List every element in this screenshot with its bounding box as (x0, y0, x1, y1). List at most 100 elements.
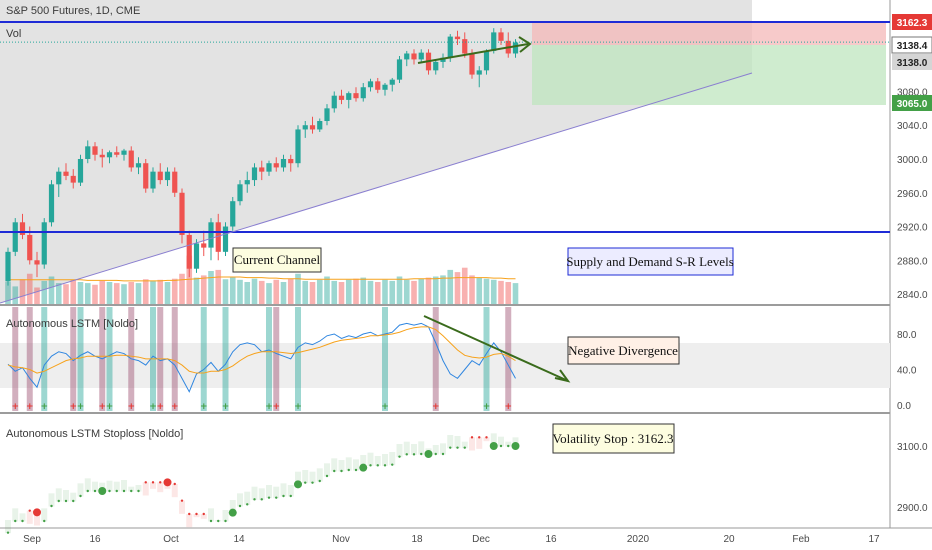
oscillator-signal-mark: + (381, 402, 389, 412)
stoploss-point (115, 489, 118, 493)
stoploss-point (130, 489, 133, 493)
oscillator-signal-bar (12, 307, 19, 411)
oscillator-signal-bar (222, 307, 229, 411)
stoploss-point (246, 503, 249, 506)
oscillator-signal-bar (41, 307, 48, 411)
volume-bar (447, 269, 454, 304)
volume-bar (48, 276, 55, 304)
candle-body (143, 163, 149, 189)
volume-bar (483, 278, 490, 304)
oscillator-signal-mark: + (483, 402, 491, 412)
stoploss-point (195, 512, 198, 516)
oscillator-signal-mark: + (222, 402, 230, 412)
momentum-arrow-head (518, 36, 532, 53)
oscillator-signal-bar (26, 307, 33, 411)
momentum-arrow[interactable] (417, 43, 529, 64)
volume-bar (150, 280, 156, 304)
stoploss-signal-dot (511, 442, 520, 450)
stoploss-point (137, 489, 140, 493)
volume-bar (454, 272, 461, 304)
channel-trend-line[interactable] (0, 72, 753, 304)
oscillator-signal-mark: + (69, 402, 77, 412)
stoploss-point (304, 481, 307, 484)
volume-bar (135, 283, 142, 304)
stoploss-fill (200, 514, 207, 519)
volume-bar (70, 279, 77, 304)
stoploss-point (86, 489, 89, 493)
volume-bar (128, 282, 135, 304)
stoploss-fill (193, 514, 200, 518)
oscillator-signal-mark: + (40, 402, 48, 412)
oscillator-axis[interactable]: 80.0 40.0 0.0 (897, 330, 917, 412)
stoploss-point (434, 452, 437, 456)
price-tick-label: 2840.0 (897, 290, 928, 301)
candle-body (186, 234, 192, 269)
date-tick-label: Dec (472, 534, 490, 545)
candle-body (476, 70, 482, 75)
stoploss-signal-dot (228, 508, 237, 517)
stoploss-fill (338, 460, 345, 472)
oscillator-signal-mark: + (77, 402, 85, 412)
volume-bar (309, 282, 316, 304)
stoploss-fill (512, 437, 519, 447)
oscillator-signal-mark: + (504, 402, 512, 412)
price-tick-label: 3000.0 (897, 155, 928, 166)
stoploss-point (209, 519, 213, 523)
volume-bar (208, 271, 214, 304)
volume-bar (295, 273, 301, 304)
volume-bar (498, 280, 504, 304)
negative-divergence-box[interactable] (567, 336, 680, 365)
stoploss-fill (353, 459, 359, 471)
stoploss-point (108, 489, 111, 493)
volume-bar (229, 276, 236, 304)
price-axis[interactable]: 3080.0 3040.0 3000.0 2960.0 2920.0 2880.0 2840… (897, 87, 928, 301)
stoploss-fill (483, 437, 490, 442)
volume-bar (157, 279, 164, 304)
price-tick-label: 2960.0 (897, 189, 928, 200)
oscillator-signal-mark: + (98, 402, 106, 412)
volume-bar (360, 277, 367, 304)
candle-body (157, 171, 163, 181)
divergence-arrow[interactable] (423, 315, 567, 381)
stoploss-point (282, 494, 285, 498)
date-tick-label: Sep (23, 534, 41, 545)
stoploss-point (21, 519, 24, 523)
volatility-stop-box[interactable] (552, 423, 675, 454)
volume-bar (324, 276, 330, 304)
oscillator-signal-mark: + (156, 402, 164, 412)
oscillator-signal-mark: + (200, 402, 208, 412)
volume-bar (164, 282, 171, 304)
volume-bar (84, 283, 91, 304)
stoploss-point (485, 436, 488, 439)
volume-bar (41, 280, 48, 304)
volume-bars (5, 255, 519, 304)
stoploss-point (275, 496, 278, 499)
candle-body (295, 129, 301, 164)
candle-body (309, 125, 316, 130)
stoploss-fill (121, 480, 127, 492)
stoploss-fill (498, 436, 504, 447)
time-axis[interactable]: Sep 16 Oct 14 Nov 18 Dec 16 2020 20 Feb 17 (23, 534, 880, 545)
stoploss-point (470, 436, 474, 439)
candle-body (106, 152, 113, 158)
stoploss-point (289, 494, 292, 498)
volume-bar (215, 269, 222, 304)
volume-bar (77, 282, 84, 304)
current-channel-box[interactable] (232, 247, 322, 273)
oscillator-signal-bar (295, 307, 301, 411)
stoploss-fill (367, 452, 374, 466)
volume-bar (287, 278, 294, 304)
stoploss-axis[interactable]: 3100.0 2900.0 (897, 442, 928, 514)
stoploss-point (420, 452, 423, 456)
stoploss-point (93, 489, 97, 493)
stoploss-point (267, 496, 271, 499)
supply-demand-box[interactable] (567, 247, 734, 276)
candle-body (92, 146, 98, 155)
price-tick-label: 3080.0 (897, 87, 928, 98)
stoploss-fill (403, 441, 410, 455)
candle-body (34, 260, 40, 265)
stoploss-fill (440, 443, 446, 455)
stoploss-fill (382, 454, 388, 466)
dotted-level-price-tag (892, 54, 932, 70)
